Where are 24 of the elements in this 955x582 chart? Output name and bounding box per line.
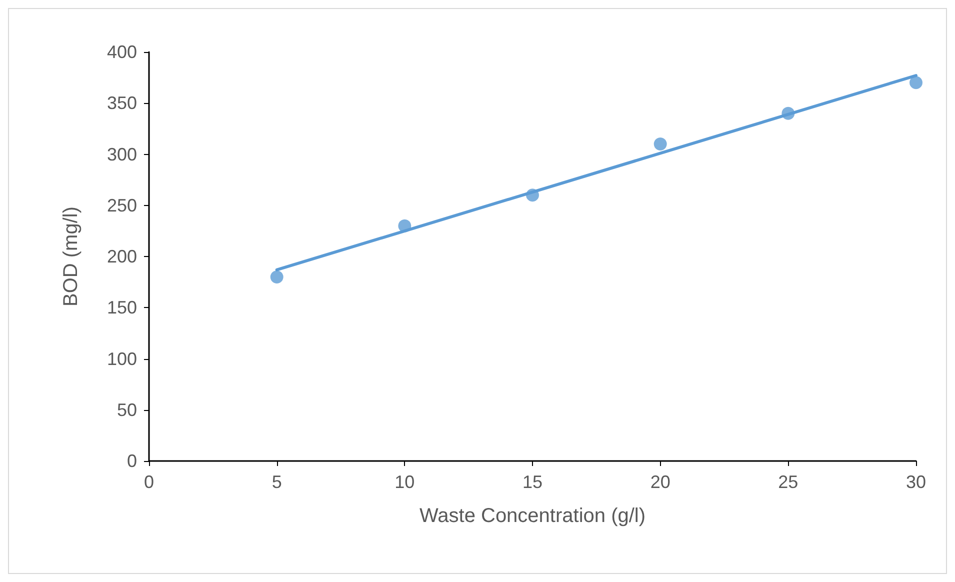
y-tick-label: 0 <box>126 451 137 471</box>
y-tick-label: 200 <box>106 246 137 266</box>
y-tick-label: 350 <box>106 93 137 114</box>
x-tick-label: 25 <box>778 472 798 492</box>
y-tick-label: 150 <box>106 298 137 318</box>
point <box>270 270 284 284</box>
y-tick-label: 300 <box>106 144 137 164</box>
x-axis-title: Waste Concentration (g/l) <box>419 505 646 527</box>
x-tick-label: 5 <box>272 472 282 492</box>
y-tick-label: 100 <box>106 348 137 369</box>
x-tick-label: 30 <box>906 472 926 492</box>
y-tick-label: 250 <box>106 195 137 216</box>
y-tick-label: 50 <box>116 400 137 420</box>
x-tick-label: 10 <box>394 472 415 492</box>
y-axis-title: BOD (mg/l) <box>60 206 82 306</box>
point <box>910 76 922 90</box>
point <box>782 106 795 120</box>
point <box>526 188 539 202</box>
point <box>654 138 667 151</box>
point <box>398 219 412 232</box>
x-tick-label: 0 <box>144 472 154 492</box>
x-tick-label: 20 <box>650 472 670 492</box>
x-tick-label: 15 <box>522 472 543 492</box>
y-tick-label: 400 <box>106 42 137 62</box>
